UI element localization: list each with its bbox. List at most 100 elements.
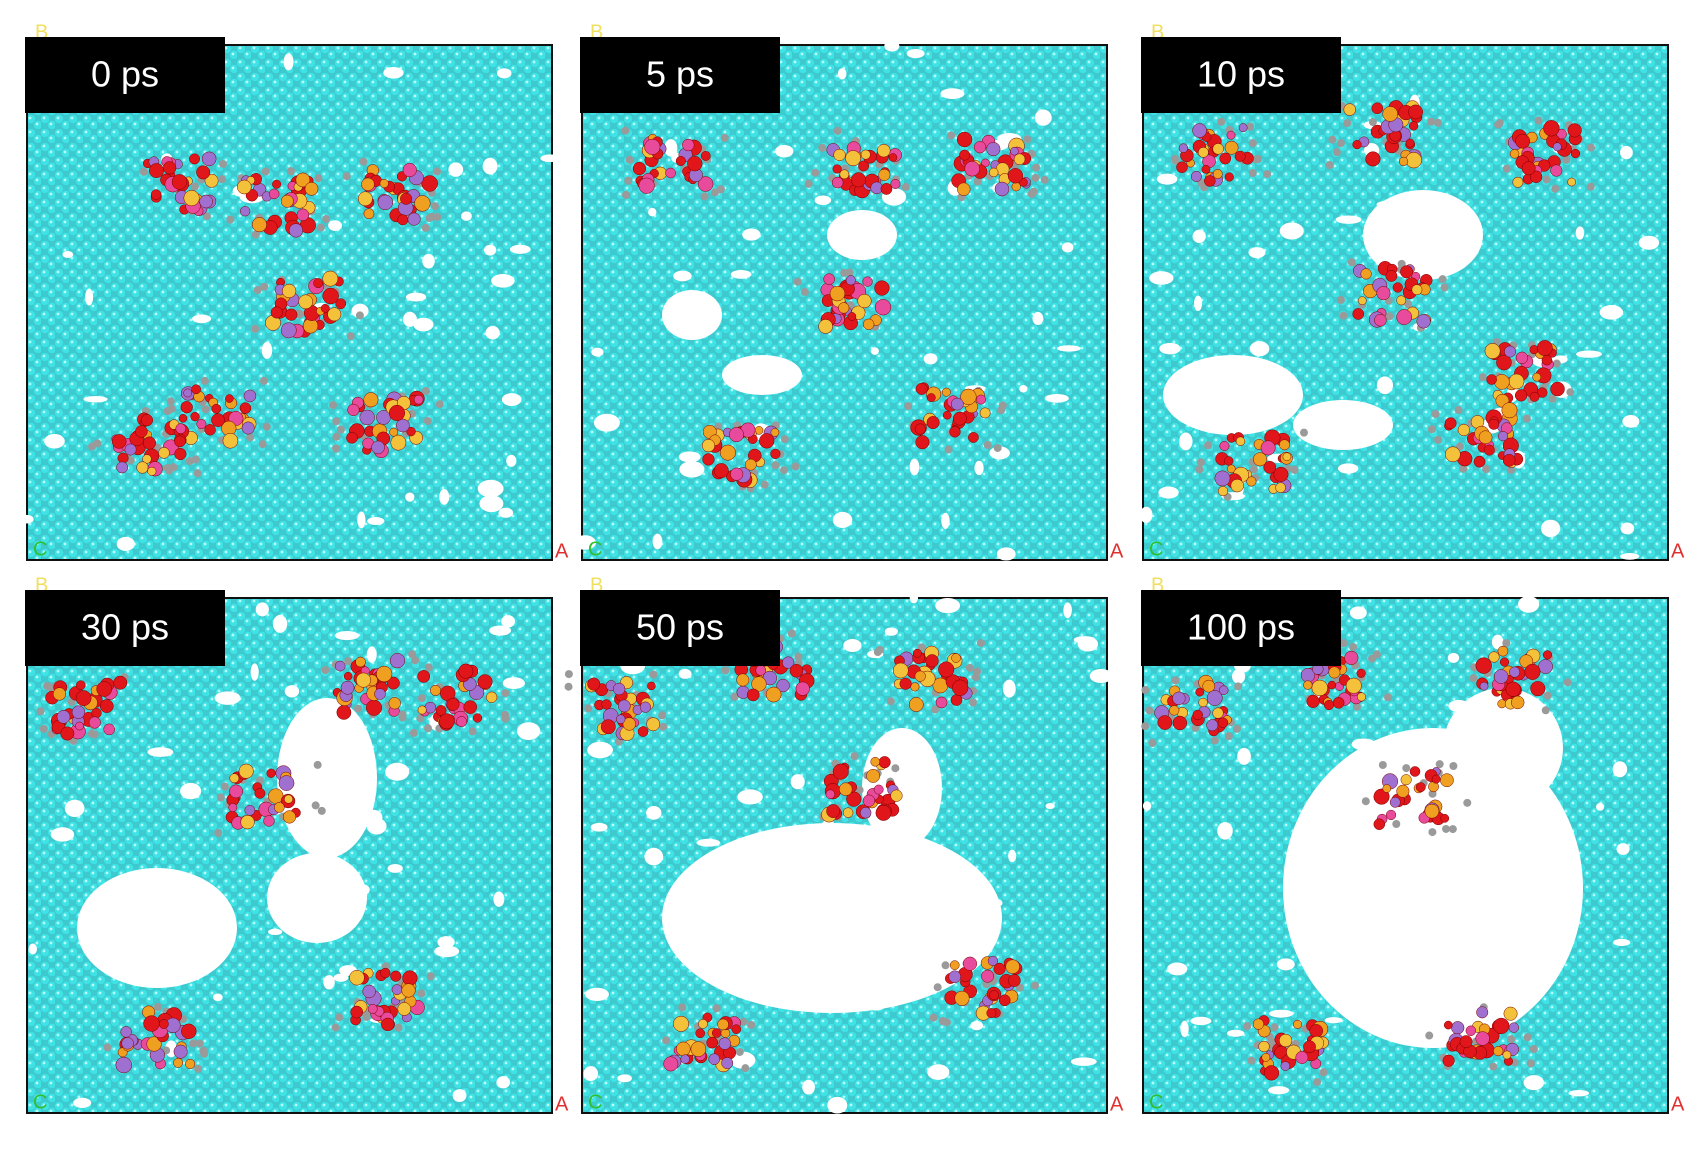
chain-atom <box>941 961 950 970</box>
ion-atom <box>406 426 416 437</box>
ion-atom <box>175 423 187 434</box>
ion-atom <box>729 427 744 443</box>
ion-atom <box>1493 1045 1504 1057</box>
ion-atom <box>374 688 386 700</box>
ion-atom <box>1280 1061 1291 1071</box>
chain-atom <box>421 223 430 232</box>
ion-atom <box>322 287 339 305</box>
ion-atom <box>149 163 164 179</box>
ion-atom <box>1552 142 1562 152</box>
ion-atom <box>1005 959 1020 974</box>
ion-atom <box>700 151 711 161</box>
ion-atom <box>146 1036 162 1052</box>
ion-atom <box>915 435 930 450</box>
chain-atom <box>1442 824 1451 833</box>
ion-atom <box>229 784 243 799</box>
ion-atom <box>280 322 297 339</box>
ion-atom <box>171 174 188 190</box>
ion-atom <box>1536 340 1553 357</box>
gap <box>334 631 360 641</box>
chain-atom <box>1031 173 1040 182</box>
ion-atom <box>875 804 892 821</box>
gap <box>1139 506 1153 523</box>
chain-atom <box>1249 465 1258 474</box>
ion-atom <box>1382 784 1392 793</box>
ion-atom <box>402 162 417 178</box>
chain-atom <box>1224 732 1233 741</box>
chain-atom <box>929 1013 938 1022</box>
ion-atom <box>935 696 948 709</box>
chain-atom <box>1523 1033 1532 1042</box>
chain-atom <box>873 648 882 657</box>
ion-atom <box>1405 138 1415 148</box>
chain-atom <box>408 650 417 659</box>
gap <box>1337 463 1359 474</box>
snapshot-panel: BC A50 ps <box>564 574 1124 1115</box>
chain-atom <box>1543 691 1552 700</box>
chain-atom <box>316 223 325 232</box>
gap <box>678 451 701 463</box>
ion-atom <box>1442 1054 1455 1067</box>
gap <box>737 789 763 805</box>
ion-atom <box>243 389 257 403</box>
gap <box>827 1096 848 1114</box>
gap <box>730 1051 756 1069</box>
ion-atom <box>838 782 853 796</box>
ion-atom <box>376 665 393 683</box>
ion-atom <box>1195 687 1205 697</box>
ion-atom <box>1345 677 1362 694</box>
axis-c: C <box>588 538 602 560</box>
ion-atom <box>1295 1051 1309 1064</box>
gap <box>1227 1029 1245 1037</box>
gap <box>1324 1017 1343 1024</box>
ion-atom <box>1356 668 1366 678</box>
chain-atom <box>649 670 658 679</box>
chain-atom <box>787 629 796 638</box>
gap <box>1034 109 1052 126</box>
snapshot-panel: BC A10 ps <box>1139 21 1685 562</box>
ion-atom <box>1497 699 1507 709</box>
chain-atom <box>226 215 235 224</box>
chain-atom <box>1425 1031 1434 1040</box>
ion-atom <box>1443 1020 1453 1030</box>
ion-atom <box>993 962 1006 975</box>
gap <box>540 154 560 163</box>
gap <box>1349 606 1367 620</box>
chain-atom <box>286 167 295 176</box>
ion-atom <box>1488 418 1500 430</box>
ion-atom <box>842 807 854 818</box>
ion-atom <box>942 410 952 420</box>
chain-atom <box>818 143 827 152</box>
chain-atom <box>214 828 223 837</box>
ion-atom <box>979 407 991 419</box>
chain-atom <box>435 400 444 409</box>
ion-atom <box>1502 453 1516 467</box>
ion-atom <box>1502 1050 1512 1060</box>
gap <box>927 1064 950 1080</box>
ion-atom <box>1273 466 1289 482</box>
chain-atom <box>1378 761 1387 770</box>
ion-atom <box>717 1018 729 1031</box>
ion-atom <box>1252 1018 1264 1030</box>
chain-atom <box>1392 819 1401 828</box>
ion-atom <box>1206 719 1219 732</box>
ion-atom <box>1515 133 1531 149</box>
chain-atom <box>1204 441 1213 450</box>
chain-atom <box>971 673 980 682</box>
ion-atom <box>1501 402 1518 419</box>
ion-atom <box>295 172 311 188</box>
gap <box>591 347 604 357</box>
chain-atom <box>1385 312 1394 321</box>
ion-atom <box>143 1015 160 1032</box>
ion-atom <box>88 716 101 729</box>
ion-atom <box>237 179 252 195</box>
ion-atom <box>1011 182 1021 192</box>
gap <box>996 547 1016 561</box>
chain-atom <box>1522 414 1531 423</box>
chain-atom <box>344 657 353 666</box>
ion-atom <box>189 153 201 165</box>
ion-atom <box>713 463 729 479</box>
ion-atom <box>336 705 352 720</box>
chain-atom <box>968 698 977 707</box>
gap <box>1044 394 1069 403</box>
